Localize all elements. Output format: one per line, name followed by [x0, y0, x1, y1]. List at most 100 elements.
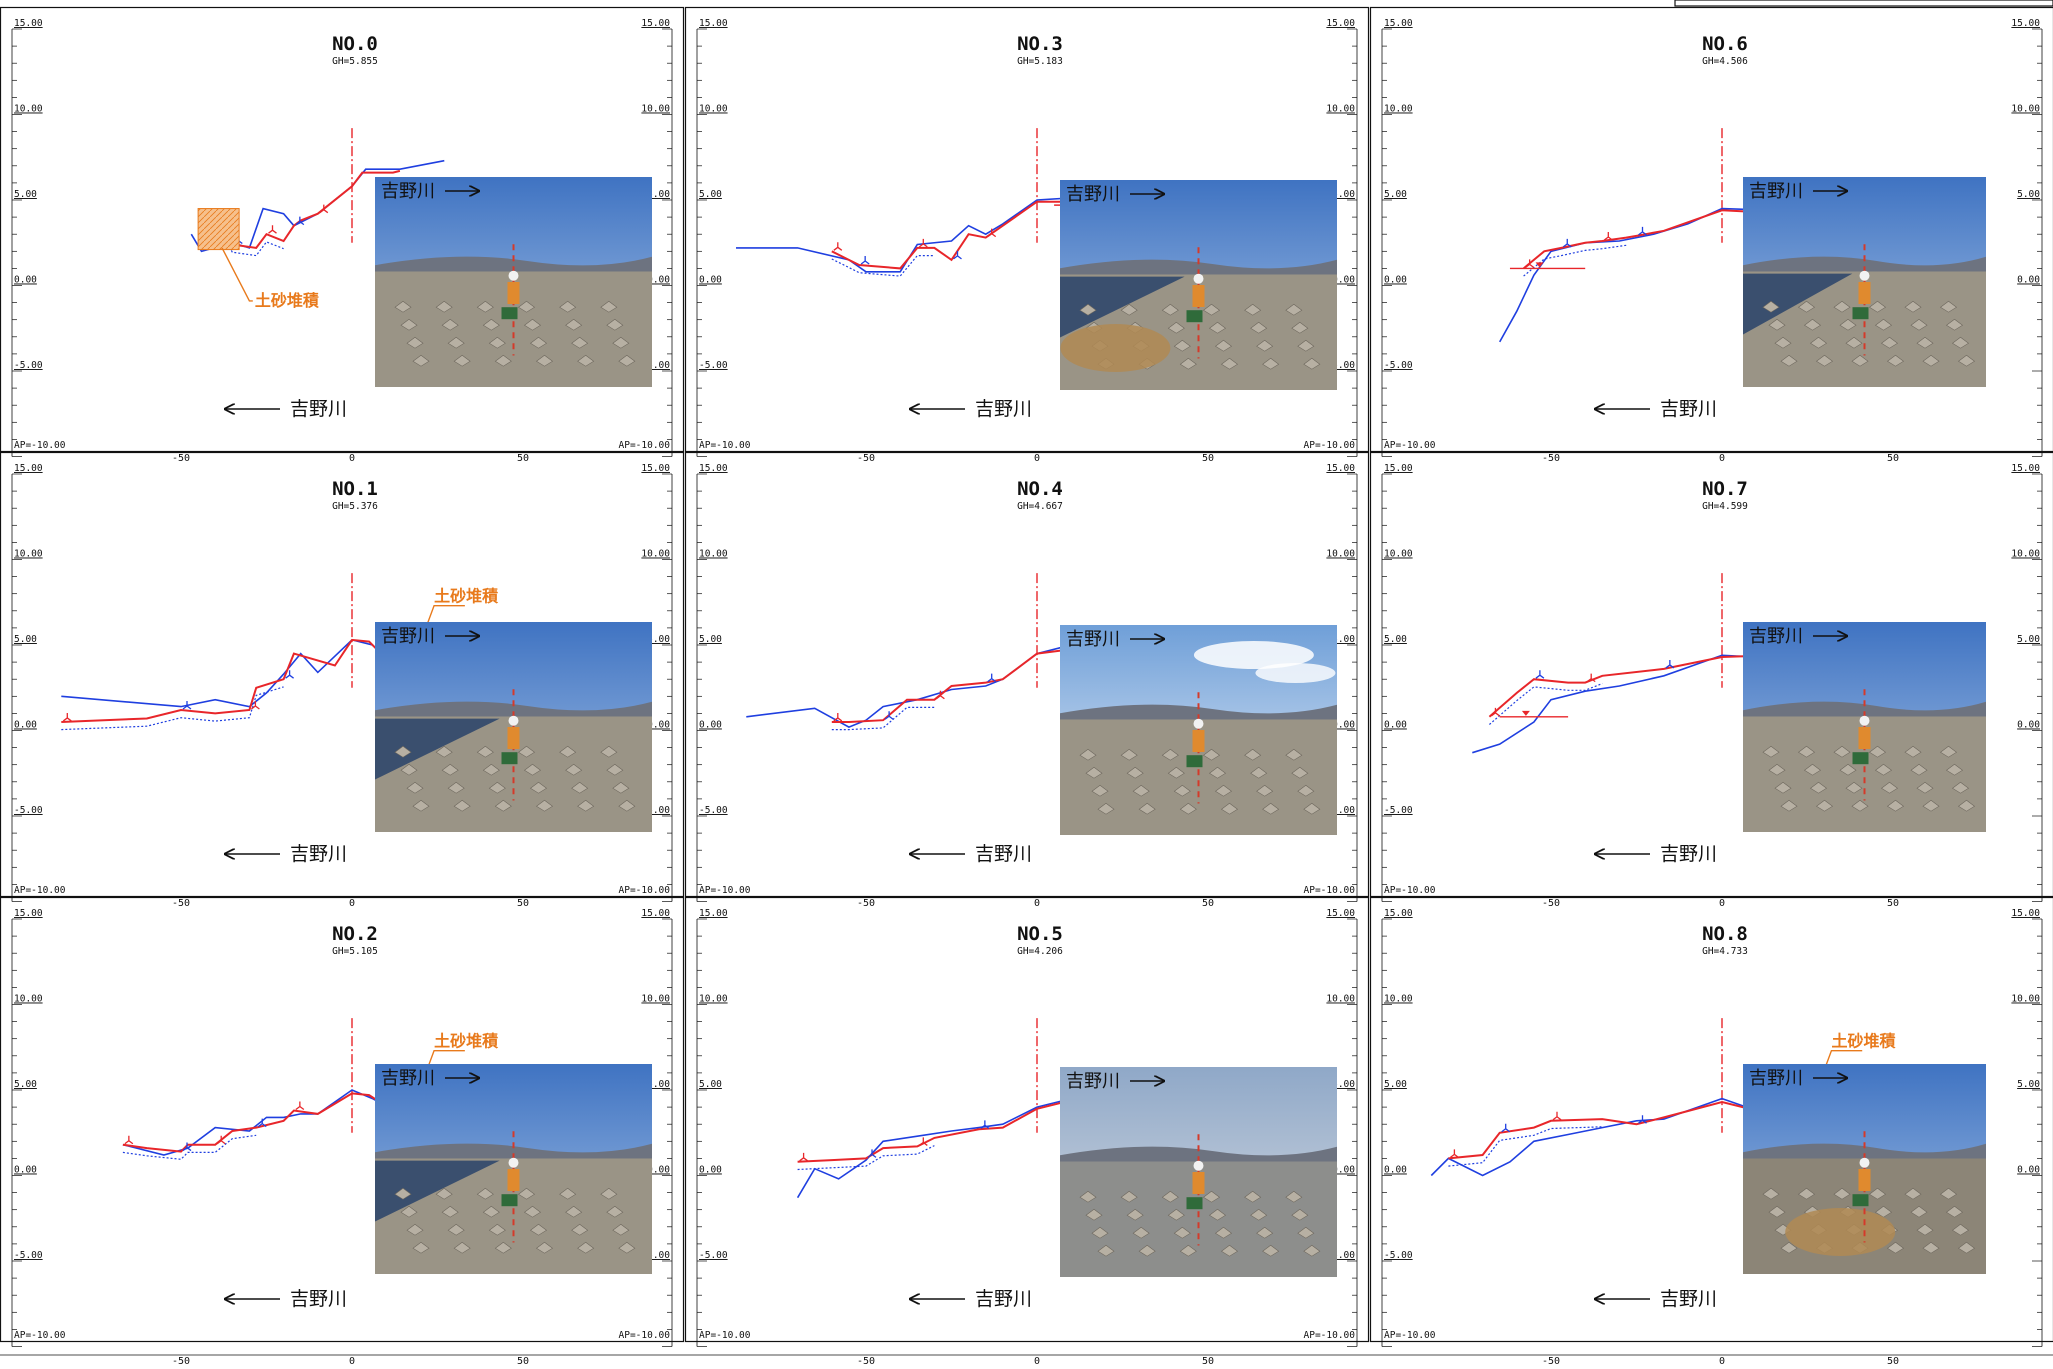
photo-block	[1874, 1205, 1893, 1218]
photo-block	[612, 781, 630, 794]
base-level-label: AP=-10.00	[619, 1330, 671, 1341]
photo-block	[1780, 1241, 1798, 1254]
photo-surveyor-helmet	[1859, 715, 1870, 726]
site-photo: 吉野川	[1743, 1064, 1986, 1274]
panel-frame	[1369, 896, 2053, 1343]
section-panel-1: 15.00 15.00 10.00 10.00 5.00 5.00 0.00 0.00 -5.0…	[0, 451, 685, 902]
station-label: 50	[517, 453, 529, 464]
elevation-label: 5.00	[2017, 634, 2040, 645]
photo-mountains	[375, 256, 652, 274]
elevation-label: -5.00	[1326, 805, 1355, 816]
elevation-label: 5.00	[1384, 634, 1407, 645]
photo-block	[406, 1223, 424, 1236]
station-label: 50	[1887, 453, 1899, 464]
photo-block	[453, 354, 471, 367]
station-label: 0	[1719, 898, 1725, 909]
block-symbol	[1603, 232, 1613, 241]
block-symbol	[987, 673, 997, 683]
photo-block	[1845, 781, 1863, 794]
block-symbol	[867, 1149, 877, 1158]
elevation-label: 10.00	[1384, 549, 1413, 560]
elevation-label: 0.00	[2017, 1165, 2040, 1176]
photo-block	[1762, 1187, 1780, 1200]
photo-instrument-box	[1186, 310, 1203, 323]
photo-block	[1904, 1187, 1922, 1200]
elevation-label: -5.00	[1326, 360, 1355, 371]
photo-surveyor-helmet	[1193, 1160, 1204, 1171]
photo-block	[1803, 763, 1822, 776]
elevation-label: 0.00	[699, 1165, 722, 1176]
elevation-label: -5.00	[699, 360, 728, 371]
elevation-label: 5.00	[699, 634, 722, 645]
elevation-label: 5.00	[14, 634, 37, 645]
photo-block	[1120, 748, 1138, 761]
photo-surveyor	[1192, 285, 1205, 307]
block-symbol	[987, 228, 997, 238]
photo-block	[1762, 300, 1780, 313]
photo-block	[1957, 799, 1976, 812]
base-level-label: AP=-10.00	[699, 1330, 751, 1341]
photo-block	[1922, 354, 1940, 367]
elevation-label: 10.00	[2011, 549, 2040, 560]
photo-block	[1868, 300, 1887, 313]
photo-block	[412, 1241, 430, 1254]
elevation-label: 15.00	[14, 463, 43, 474]
photo-block	[565, 318, 583, 331]
photo-mountains	[375, 701, 652, 719]
base-level-label: AP=-10.00	[14, 1330, 66, 1341]
photo-block	[1303, 802, 1321, 815]
photo-block	[1880, 781, 1899, 794]
station-label: -50	[857, 1356, 875, 1367]
photo-block	[1780, 799, 1798, 812]
river-label: 吉野川	[1066, 629, 1120, 650]
photo-block	[1886, 1241, 1905, 1254]
photo-block	[1922, 1241, 1940, 1254]
photo-block	[577, 354, 595, 367]
photo-block	[476, 745, 494, 758]
photo-block	[1874, 763, 1893, 776]
elevation-label: -5.00	[14, 360, 43, 371]
panel-frame	[0, 451, 685, 898]
elevation-label: 15.00	[2011, 463, 2040, 474]
elevation-label: 5.00	[2017, 1079, 2040, 1090]
block-symbol	[833, 712, 843, 722]
base-level-label: AP=-10.00	[699, 885, 751, 896]
photo-block	[1256, 784, 1274, 797]
base-level-label: AP=-10.00	[619, 885, 671, 896]
block-symbol	[936, 690, 945, 700]
photo-block	[1250, 321, 1268, 334]
photo-block	[1202, 748, 1221, 761]
photo-block	[406, 781, 424, 794]
photo-block	[453, 1241, 471, 1254]
elevation-label: -5.00	[1384, 1250, 1413, 1261]
photo-block	[1214, 784, 1233, 797]
photo-block	[618, 354, 636, 367]
elevation-label: 5.00	[1384, 1079, 1407, 1090]
elevation-label: 0.00	[647, 720, 670, 731]
elevation-label: 0.00	[1384, 720, 1407, 731]
water-level-marker	[1521, 710, 1530, 716]
block-symbol	[182, 1142, 192, 1152]
photo-block	[1202, 1190, 1221, 1203]
survey-line-dotted	[797, 1145, 935, 1171]
river-label: 吉野川	[1749, 626, 1803, 647]
deposit-label: 土砂堆積	[434, 587, 499, 606]
block-symbol	[918, 238, 928, 248]
photo-block	[1886, 354, 1905, 367]
photo-block	[1285, 303, 1303, 316]
photo-block	[1886, 799, 1905, 812]
gh-value: GH=4.599	[1702, 501, 1748, 512]
survey-line-dotted	[1523, 244, 1627, 277]
photo-surveyor-helmet	[1859, 270, 1870, 281]
river-label: 吉野川	[1660, 398, 1717, 420]
photo-block	[1768, 763, 1786, 776]
river-label: 吉野川	[1660, 843, 1717, 865]
photo-block	[1220, 357, 1239, 370]
photo-mountains	[375, 1143, 652, 1161]
station-label: 50	[517, 1356, 529, 1367]
block-symbol	[1665, 659, 1675, 669]
photo-block	[535, 799, 554, 812]
base-level-label: AP=-10.00	[699, 440, 751, 451]
photo-block	[1874, 318, 1893, 331]
photo-block	[1939, 745, 1958, 758]
